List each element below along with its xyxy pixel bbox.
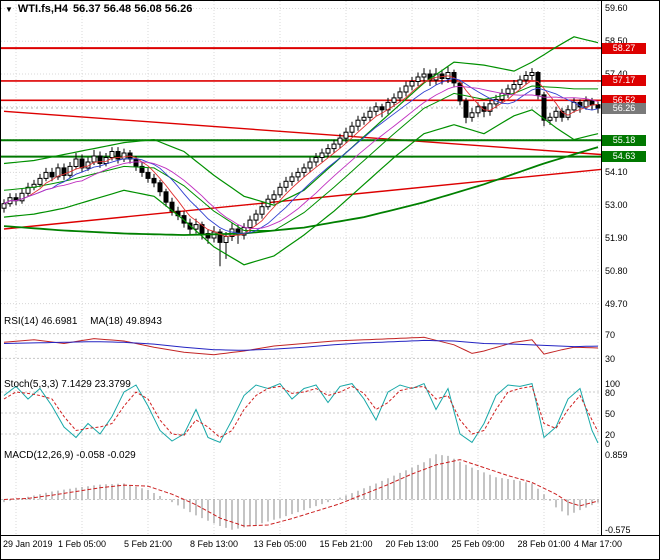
candles (1, 66, 601, 267)
macd-value-label: MACD(12,26,9) -0.058 -0.029 (4, 450, 136, 461)
stochastic-axis-label: 80 (605, 388, 616, 398)
rsi-ma-value-label: MA(18) 49.8943 (90, 316, 162, 327)
chart-menu-icon[interactable]: ▼ (5, 4, 13, 14)
ma-ribbon-line (3, 78, 599, 234)
rsi-line (3, 336, 599, 356)
stochastic-panel[interactable]: Stoch(5,3,3) 7.1429 23.3799 (1, 378, 659, 450)
chart-title: ▼ WTI.fs,H4 56.37 56.48 56.08 56.26 (5, 3, 192, 15)
price-level-badge[interactable]: 56.52 (602, 95, 646, 106)
stochastic-axis-label: 20 (605, 430, 616, 440)
stochastic-chart[interactable] (1, 378, 659, 448)
vertical-grid (15, 449, 599, 534)
price-level-badge[interactable]: 58.27 (602, 43, 646, 54)
price-chart[interactable] (1, 1, 659, 314)
macd-histogram (3, 454, 599, 530)
price-axis-label: 50.80 (605, 266, 628, 276)
price-axis-label: 54.10 (605, 167, 628, 177)
rsi-axis-label: 30 (605, 354, 616, 364)
price-level-badge[interactable]: 57.17 (602, 75, 646, 86)
price-axis-label: 57.40 (605, 69, 628, 79)
rsi-axis-label: 70 (605, 330, 616, 340)
time-axis-label: 25 Feb 09:00 (451, 539, 505, 549)
rsi-label: RSI(14) 46.6981 MA(18) 49.8943 (4, 316, 172, 327)
time-axis-label: 1 Feb 05:00 (57, 539, 107, 549)
stochastic-axis-label: 100 (605, 379, 621, 389)
stochastic-label: Stoch(5,3,3) 7.1429 23.3799 (4, 379, 141, 390)
ma-slow (3, 146, 599, 236)
stochastic-axis-label: 0 (605, 439, 611, 449)
price-axis-separator (601, 1, 602, 535)
ma-ribbon-line (3, 85, 599, 230)
stoch-main-line (3, 382, 599, 444)
price-axis-label: 58.50 (605, 36, 628, 46)
macd-axis-label: -0.575 (605, 525, 631, 535)
rsi-value-label: RSI(14) 46.6981 (4, 316, 78, 327)
rsi-chart[interactable] (1, 315, 659, 377)
price-level-badge[interactable]: 55.18 (602, 135, 646, 146)
stochastic-value-label: Stoch(5,3,3) 7.1429 23.3799 (4, 379, 131, 390)
time-axis-label: 28 Feb 01:00 (517, 539, 571, 549)
price-axis-label: 53.00 (605, 200, 628, 210)
price-axis-label: 51.90 (605, 233, 628, 243)
trendlines[interactable] (3, 110, 602, 230)
ohlc-label: 56.37 56.48 56.08 56.26 (73, 3, 193, 15)
time-axis-label: 4 Mar 17:00 (573, 539, 623, 549)
vertical-grid (15, 315, 599, 377)
time-axis-label: 20 Feb 13:00 (385, 539, 439, 549)
price-level-badge[interactable]: 54.63 (602, 151, 646, 162)
macd-label: MACD(12,26,9) -0.058 -0.029 (4, 450, 146, 461)
rsi-ma-line (3, 339, 599, 351)
symbol-label: WTI.fs,H4 (17, 3, 69, 15)
rsi-panel[interactable]: RSI(14) 46.6981 MA(18) 49.8943 (1, 315, 659, 379)
macd-axis-label: 0.859 (605, 450, 628, 460)
price-axis-label: 49.70 (605, 299, 628, 309)
time-axis-label: 5 Feb 21:00 (123, 539, 173, 549)
indicator-overlays (3, 36, 599, 266)
stochastic-axis-label: 50 (605, 409, 616, 419)
price-level-badge[interactable]: 56.26 (602, 103, 646, 114)
time-axis-label: 15 Feb 21:00 (319, 539, 373, 549)
time-axis-label: 29 Jan 2019 (3, 539, 53, 549)
stoch-signal-line (3, 385, 599, 439)
time-axis-label: 13 Feb 05:00 (253, 539, 307, 549)
macd-chart[interactable] (1, 449, 659, 534)
price-panel[interactable] (1, 1, 659, 316)
price-axis-label: 59.60 (605, 3, 628, 13)
bollinger-middle (3, 85, 598, 231)
bollinger-lower (3, 109, 599, 266)
macd-signal-line (3, 459, 599, 527)
time-axis-label: 8 Feb 13:00 (189, 539, 239, 549)
macd-panel[interactable]: MACD(12,26,9) -0.058 -0.029 (1, 449, 659, 536)
level-lines[interactable] (1, 47, 601, 158)
ma-ribbon-line (3, 75, 599, 237)
